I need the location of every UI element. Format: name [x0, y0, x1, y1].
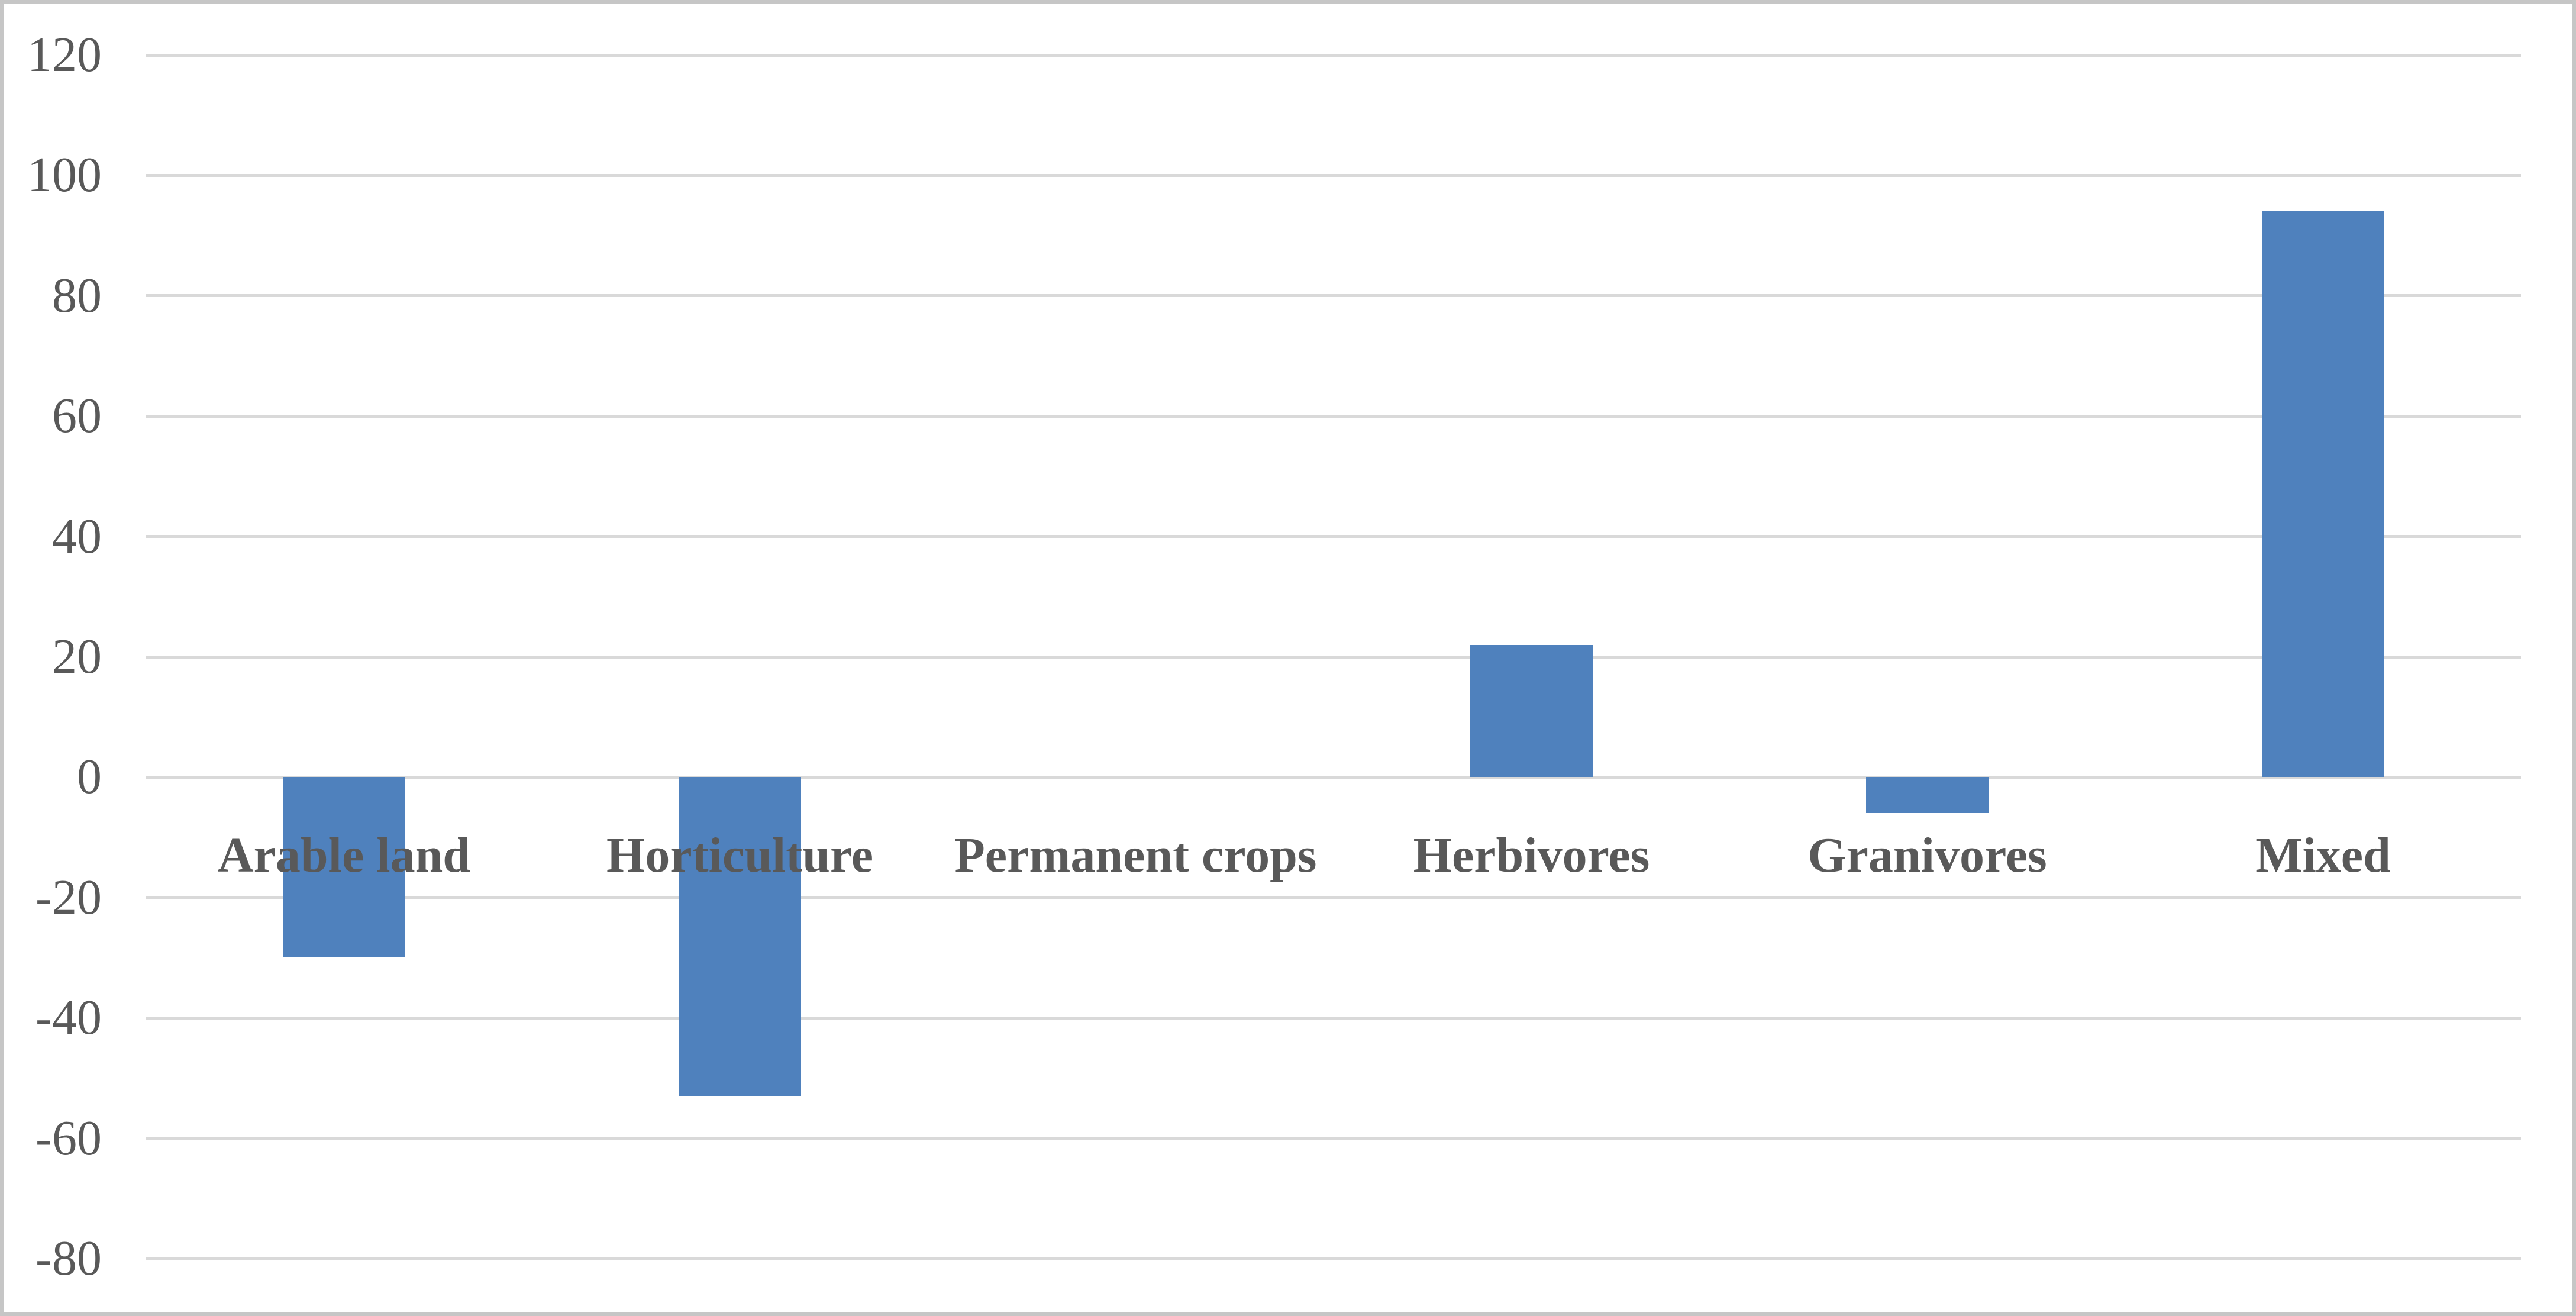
category-label: Horticulture	[606, 828, 874, 883]
category-label: Herbivores	[1413, 828, 1650, 883]
gridline	[146, 53, 2521, 57]
gridline	[146, 1016, 2521, 1020]
y-axis-tick-label: 60	[52, 388, 102, 444]
gridline	[146, 896, 2521, 899]
y-axis-tick-label: 40	[52, 508, 102, 564]
gridline	[146, 1257, 2521, 1260]
category-label: Mixed	[2255, 828, 2391, 883]
y-axis-tick-label: -40	[35, 990, 102, 1046]
y-axis-tick-label: -80	[35, 1231, 102, 1286]
y-axis-tick-label: 80	[52, 267, 102, 323]
bar	[2262, 211, 2384, 778]
gridline	[146, 535, 2521, 538]
gridline	[146, 655, 2521, 659]
y-axis-tick-label: 100	[27, 147, 102, 203]
y-axis-tick-label: 0	[77, 749, 102, 805]
gridline	[146, 775, 2521, 779]
bar	[679, 777, 801, 1096]
y-axis-tick-label: 20	[52, 629, 102, 684]
gridline	[146, 294, 2521, 298]
category-label: Arable land	[217, 828, 471, 883]
y-axis-tick-label: -20	[35, 869, 102, 925]
gridline	[146, 414, 2521, 418]
y-axis-tick-label: 120	[27, 27, 102, 82]
bar	[1866, 777, 1989, 814]
gridline	[146, 173, 2521, 177]
category-label: Permanent crops	[954, 828, 1317, 883]
bar	[1470, 644, 1593, 778]
y-axis-tick-label: -60	[35, 1110, 102, 1166]
bar	[283, 777, 405, 958]
category-label: Granivores	[1807, 828, 2047, 883]
gridline	[146, 1137, 2521, 1140]
